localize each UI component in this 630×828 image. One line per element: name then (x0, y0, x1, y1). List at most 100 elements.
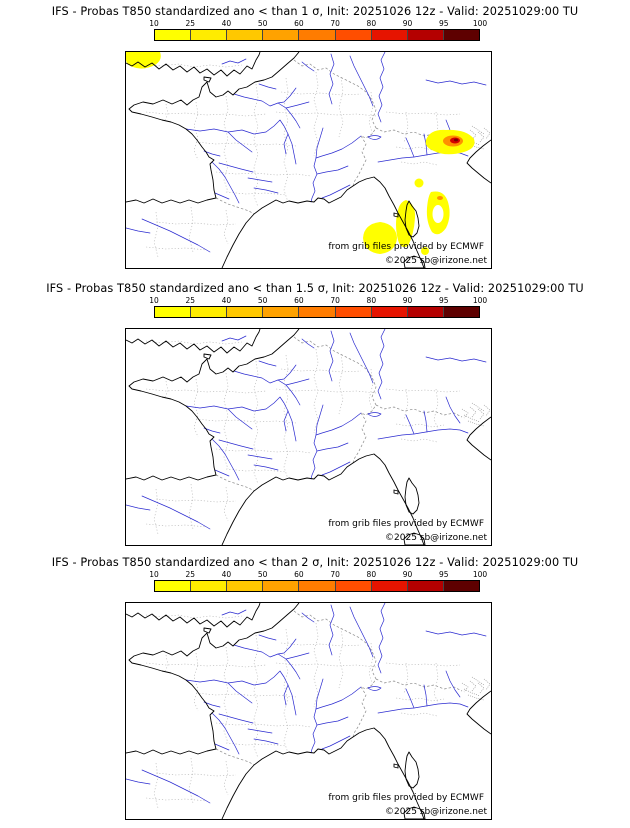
coast-sardinia (403, 806, 426, 819)
coast-elba (393, 763, 399, 769)
colorbar-tick-label: 10 (149, 570, 159, 579)
rivers (126, 603, 487, 804)
panel-title: IFS - Probas T850 standardized ano < tha… (51, 5, 579, 18)
colorbar: 10 25 40 50 60 70 80 90 95 100 (149, 296, 487, 319)
colorbar-tick-label: 95 (438, 296, 449, 305)
colorbar-tick-label: 70 (330, 19, 340, 28)
rivers (126, 329, 487, 530)
country-borders (215, 336, 463, 492)
colorbar-segment (155, 581, 192, 591)
colorbar-segment (299, 30, 336, 40)
coast-corsica (404, 477, 420, 515)
colorbar-tick-label: 50 (257, 296, 268, 305)
dense-boundary-cluster (461, 676, 491, 701)
coastlines (126, 603, 491, 819)
panel-sigma-1: IFS - Probas T850 standardized ano < tha… (0, 0, 630, 276)
colorbar-segment (299, 581, 336, 591)
coast-sardinia (403, 532, 426, 545)
colorbar-tick-label: 100 (472, 19, 488, 28)
map-svg (126, 329, 491, 545)
map-france: from grib files provided by ECMWF ©2025 … (125, 51, 492, 269)
rivers (126, 52, 487, 253)
colorbar-tick-row: 10 25 40 50 60 70 80 90 95 100 (149, 570, 487, 579)
colorbar-segment (227, 307, 264, 317)
coast-atlantic-channel (126, 603, 300, 755)
coast-elba (393, 212, 399, 218)
anomaly-hole (432, 205, 444, 223)
colorbar-tick-label: 95 (438, 19, 449, 28)
coast-corsica (404, 200, 420, 238)
admin-boundaries (145, 614, 461, 809)
copyright-text: ©2025 sb@irizone.net (385, 533, 487, 543)
coast-adriatic (466, 139, 491, 184)
panel-title: IFS - Probas T850 standardized ano < tha… (51, 556, 579, 569)
country-borders (215, 610, 463, 766)
panel-title: IFS - Probas T850 standardized ano < tha… (46, 282, 584, 295)
colorbar-tick-label: 40 (221, 570, 232, 579)
coastlines (126, 329, 491, 545)
colorbar-gradient (154, 29, 480, 41)
colorbar-segment (155, 30, 192, 40)
admin-boundaries (145, 340, 461, 535)
colorbar-tick-label: 50 (257, 19, 268, 28)
colorbar-tick-row: 10 25 40 50 60 70 80 90 95 100 (149, 296, 487, 305)
colorbar-segment (263, 581, 300, 591)
colorbar-tick-label: 25 (185, 296, 195, 305)
colorbar-segment (155, 307, 192, 317)
colorbar-tick-label: 10 (149, 19, 159, 28)
colorbar-segment (191, 307, 228, 317)
anomaly-spot-orange (437, 196, 443, 200)
coast-atlantic-channel (126, 329, 300, 481)
colorbar-tick-label: 100 (472, 296, 488, 305)
colorbar-segment (443, 307, 479, 317)
panel-sigma-2: IFS - Probas T850 standardized ano < tha… (0, 551, 630, 827)
colorbar-gradient (154, 580, 480, 592)
colorbar-segment (335, 30, 372, 40)
colorbar-tick-label: 80 (366, 19, 377, 28)
colorbar-tick-label: 60 (294, 570, 304, 579)
colorbar-gradient (154, 306, 480, 318)
anomaly-blob-sea (363, 222, 397, 254)
map-france: from grib files provided by ECMWF ©2025 … (125, 602, 492, 820)
colorbar-segment (371, 307, 408, 317)
attribution-text: from grib files provided by ECMWF (328, 519, 484, 529)
coast-isle-of-wight (203, 627, 212, 634)
coastlines (126, 52, 491, 268)
coast-isle-of-wight (203, 76, 212, 83)
colorbar-tick-label: 60 (294, 296, 304, 305)
colorbar-segment (227, 30, 264, 40)
coast-mediterranean (221, 176, 425, 268)
colorbar-tick-label: 90 (402, 296, 413, 305)
coast-corsica (404, 751, 420, 789)
colorbar-segment (299, 307, 336, 317)
colorbar-segment (407, 307, 444, 317)
colorbar-tick-label: 80 (366, 570, 377, 579)
coast-elba (393, 489, 399, 495)
coast-sardinia (403, 255, 426, 268)
dense-boundary-cluster (461, 402, 491, 427)
coast-isle-of-wight (203, 353, 212, 360)
colorbar-segment (443, 30, 479, 40)
colorbar: 10 25 40 50 60 70 80 90 95 100 (149, 19, 487, 42)
attribution-text: from grib files provided by ECMWF (328, 242, 484, 252)
colorbar-segment (191, 581, 228, 591)
copyright-text: ©2025 sb@irizone.net (385, 256, 487, 266)
map-france: from grib files provided by ECMWF ©2025 … (125, 328, 492, 546)
colorbar-segment (407, 30, 444, 40)
admin-boundaries (145, 63, 461, 258)
colorbar-tick-label: 90 (402, 570, 413, 579)
colorbar-segment (371, 30, 408, 40)
colorbar-segment (407, 581, 444, 591)
colorbar-tick-label: 95 (438, 570, 449, 579)
colorbar-segment (443, 581, 479, 591)
colorbar-tick-label: 70 (330, 296, 340, 305)
coast-england (126, 603, 261, 628)
colorbar-tick-label: 100 (472, 570, 488, 579)
map-svg (126, 603, 491, 819)
colorbar: 10 25 40 50 60 70 80 90 95 100 (149, 570, 487, 593)
colorbar-segment (335, 581, 372, 591)
colorbar-tick-label: 80 (366, 296, 377, 305)
map-svg (126, 52, 491, 268)
coast-atlantic-channel (126, 52, 300, 204)
colorbar-segment (191, 30, 228, 40)
